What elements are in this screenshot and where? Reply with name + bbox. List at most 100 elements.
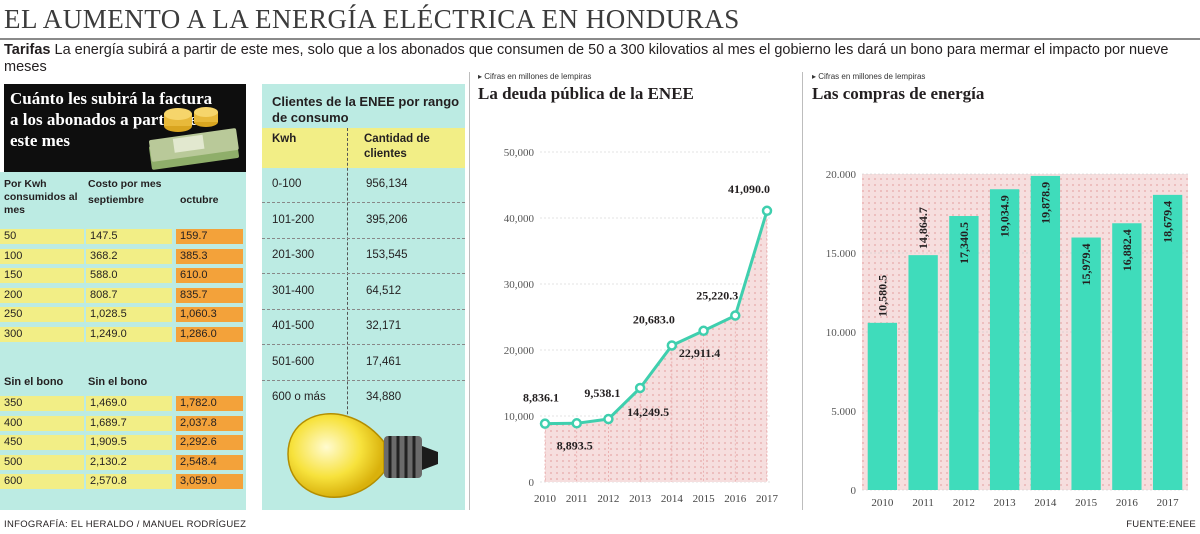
data-label: 9,538.1 [584,386,620,400]
kwh-cell: 200 [0,287,84,303]
september-cost-cell: 1,469.0 [86,396,172,411]
x-tick-label: 2010 [534,493,557,505]
count-cell: 34,880 [366,391,402,403]
data-label: 41,090.0 [728,182,770,196]
x-tick-label: 2014 [661,493,684,505]
october-cost-cell: 835.7 [176,287,243,303]
x-tick-label: 2016 [1116,497,1139,509]
data-label: 22,911.4 [679,346,720,360]
data-label: 14,864.7 [916,207,930,249]
chart1-caption: ▸ Cifras en millones de lempiras [478,72,592,81]
data-point [539,418,551,429]
table-row: 101-200 395,206 [262,206,465,239]
x-tick-label: 2016 [724,493,747,505]
table-row: 201-300 153,545 [262,241,465,274]
y-tick-label: 20,000 [504,345,535,357]
y-tick-label: 0 [529,477,535,489]
purchases-bar-chart: 0 5.000 10.000 15.000 20.000 10,580.5 2010 14,8… [826,169,1188,509]
range-cell: 101-200 [272,213,315,226]
count-cell: 395,206 [366,213,408,226]
data-label: 19,034.9 [998,195,1012,237]
row-divider [262,273,465,274]
x-tick-label: 2011 [566,493,588,505]
october-cost-cell: 2,292.6 [176,435,243,450]
x-tick-label: 2012 [597,493,619,505]
table-row: 500 2,130.2 2,548.4 [0,454,246,472]
y-tick-label: 5.000 [831,406,856,418]
count-cell: 32,171 [366,320,402,332]
kwh-cell: 350 [0,396,84,411]
range-cell: 301-400 [272,284,315,297]
x-tick-label: 2015 [693,493,716,505]
october-cost-cell: 159.7 [176,229,243,244]
price-table-heading: Cuánto les subirá la factura a los abona… [10,89,213,150]
data-label: 10,580.5 [875,275,889,317]
y-tick-label: 10.000 [826,327,857,339]
table-row: 200 808.7 835.7 [0,287,246,305]
data-label: 17,340.5 [957,222,971,264]
series-line [544,210,769,426]
price-table: Por Kwh consumidos al mes Costo por mes … [0,172,246,510]
table-row: 0-100 956,134 [262,170,465,203]
row-divider [262,202,465,203]
bar [1112,223,1142,490]
col-count-header: Cantidad de clientes [364,133,430,160]
kwh-cell: 300 [0,326,84,342]
table-row: 450 1,909.5 2,292.6 [0,435,246,452]
october-cost-cell: 1,782.0 [176,396,243,411]
chart2-caption: ▸ Cifras en millones de lempiras [812,72,926,81]
range-cell: 501-600 [272,355,315,368]
column-divider [347,128,348,454]
range-cell: 0-100 [272,178,302,190]
september-cost-cell: 147.5 [86,229,172,244]
data-label: 14,249.5 [627,405,669,419]
october-cost-cell: 1,286.0 [176,326,243,342]
september-cost-cell: 2,570.8 [86,474,172,489]
x-tick-label: 2013 [629,493,652,505]
page-title: EL AUMENTO A LA ENERGÍA ELÉCTRICA EN HON… [4,4,740,34]
x-tick-label: 2011 [912,497,934,509]
data-point [730,310,741,321]
data-label: 19,878.9 [1038,182,1052,224]
row-divider [262,379,465,381]
data-label: 8,836.1 [523,391,559,405]
october-cost-cell: 610.0 [176,268,243,283]
data-label: 8,893.5 [557,438,593,452]
kwh-cell: 100 [0,248,84,264]
range-cell: 401-500 [272,320,315,332]
chart2-caption-text: Cifras en millones de lempiras [818,72,926,81]
table-row: 100 368.2 385.3 [0,248,246,266]
data-point [571,418,582,429]
x-tick-label: 2017 [1157,497,1180,509]
data-point [698,325,709,337]
row-divider [262,344,465,345]
table-row: 150 588.0 610.0 [0,268,246,285]
money-illustration [149,107,239,170]
col-kwh-header: Por Kwh consumidos al mes [4,178,78,216]
table-row: 301-400 64,512 [262,277,465,310]
source-text: FUENTE:ENEE [1126,519,1196,530]
sub-left-header: Sin el bono [4,376,64,388]
data-point [761,205,773,217]
table-row: 400 1,689.7 2,037.8 [0,415,246,433]
x-tick-label: 2017 [756,493,779,505]
september-cost-cell: 1,028.5 [86,307,172,322]
row-divider [262,237,465,239]
panel-divider [802,72,803,510]
area-fill [545,210,767,482]
intro-text: Tarifas La energía subirá a partir de es… [4,42,1194,76]
kwh-cell: 50 [0,229,84,244]
y-tick-label: 20.000 [826,169,857,181]
table-row: 50 147.5 159.7 [0,229,246,246]
bar [1152,194,1183,490]
bar [867,322,898,490]
data-point [603,413,614,425]
clients-table-title: Clientes de la ENEE por rango de consumo [272,94,460,125]
bar [908,255,938,490]
y-tick-label: 0 [851,485,857,497]
table-row: 501-600 17,461 [262,348,465,381]
september-cost-cell: 368.2 [86,248,172,264]
october-cost-cell: 385.3 [176,248,243,264]
data-label: 15,979.4 [1079,244,1093,286]
september-cost-cell: 808.7 [86,287,172,303]
